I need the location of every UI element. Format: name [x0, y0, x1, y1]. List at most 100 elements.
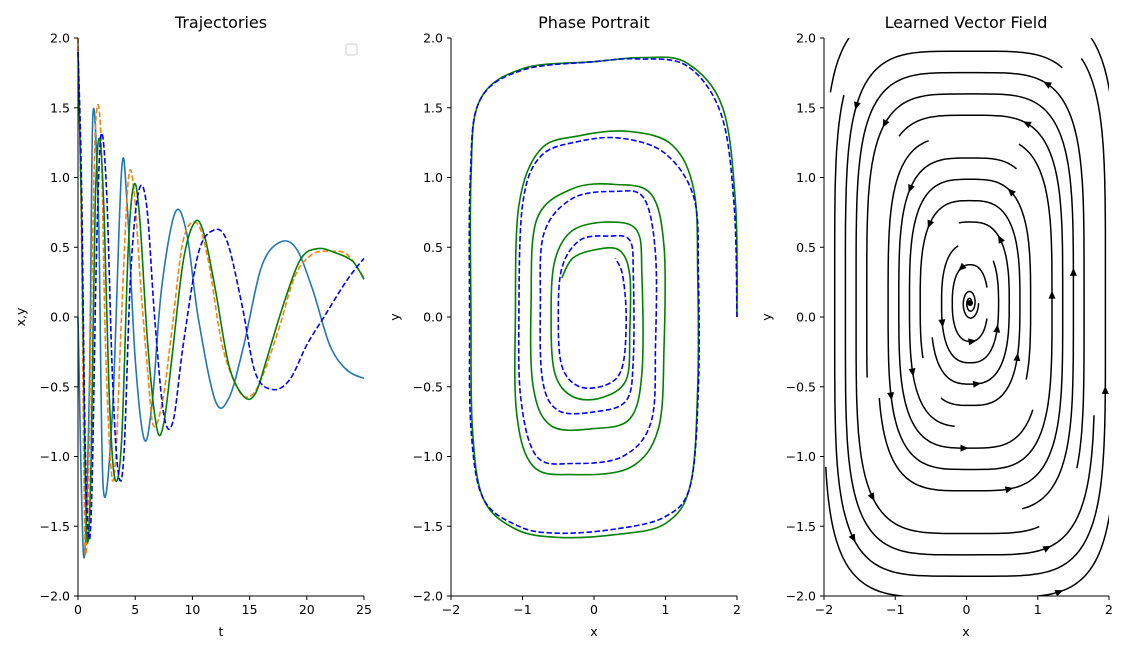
trajectories-y-tick-label: 1.5: [50, 100, 70, 115]
stream-arrow: [968, 338, 977, 346]
trajectories-x-tick-label: 20: [299, 602, 315, 617]
phase-portrait-y-tick-label: 1.5: [423, 100, 443, 115]
phase-portrait-x-tick-label: 1: [662, 602, 670, 617]
phase-portrait-series-1: [468, 57, 738, 535]
vector-field-title: Learned Vector Field: [885, 13, 1048, 32]
streamline: [878, 114, 1064, 492]
stream-arrow: [1054, 589, 1064, 596]
vector-field-x-tick-label: 1: [1034, 602, 1042, 617]
stream-arrow: [938, 319, 946, 328]
streamline: [940, 245, 1000, 364]
vector-field-y-tick-label: −2.0: [786, 589, 816, 604]
stream-arrow: [1013, 352, 1021, 362]
trajectories-series-1: [77, 37, 365, 557]
center-spiral: [962, 290, 980, 319]
stream-arrow: [972, 380, 982, 388]
phase-portrait-x-tick-label: 2: [733, 602, 741, 617]
phase-portrait-y-tick-label: 1.0: [423, 170, 443, 185]
trajectories-x-label: t: [219, 624, 224, 639]
stream-arrow: [1023, 121, 1032, 129]
phase-portrait-x-tick-label: 0: [590, 602, 598, 617]
trajectories-series-3: [77, 51, 365, 541]
phase-portrait-y-tick-label: −0.5: [413, 379, 443, 394]
stream-arrow: [993, 324, 1001, 333]
stream-arrow: [887, 392, 895, 401]
trajectories-title: Trajectories: [174, 13, 267, 32]
phase-portrait-y-tick-label: −2.0: [413, 589, 443, 604]
stream-arrow: [853, 101, 861, 110]
stream-arrow: [1042, 545, 1052, 553]
stream-arrow: [960, 444, 969, 452]
phase-portrait-plot-area: −2 −1 0 1 2 −2.0 −1.5 −1.0 −0.5 0.0 0.5 1.0 1.5 2.0: [413, 31, 741, 618]
trajectories-y-tick-label: 2.0: [50, 31, 70, 46]
stream-arrow: [848, 533, 856, 543]
phase-portrait-y-tick-label: 0.0: [423, 310, 443, 325]
stream-arrow: [867, 492, 875, 502]
phase-portrait-y-tick-label: −1.5: [413, 519, 443, 534]
vector-field-x-tick-label: 0: [963, 602, 971, 617]
trajectories-x-tick-label: 10: [184, 602, 200, 617]
trajectories-x-tick-label: 5: [131, 602, 139, 617]
phase-portrait-y-tick-label: 2.0: [423, 31, 443, 46]
phase-portrait-series-0: [469, 56, 738, 539]
phase-portrait-x-label: x: [590, 624, 597, 639]
streamline: [908, 178, 1032, 428]
streamline: [951, 263, 988, 343]
stream-arrow: [882, 118, 890, 128]
phase-portrait-y-label: y: [387, 313, 402, 321]
vector-field-y-tick-label: 2.0: [796, 31, 816, 46]
trajectories-y-tick-label: 0.5: [50, 240, 70, 255]
vector-field-y-tick-label: 1.5: [796, 100, 816, 115]
stream-arrow: [1004, 486, 1014, 494]
vector-field-y-tick-label: −1.5: [786, 519, 816, 534]
phase-portrait-title: Phase Portrait: [538, 13, 650, 32]
trajectories-x-tick-label: 0: [74, 602, 82, 617]
vector-field-x-label: x: [962, 624, 969, 639]
empty-legend-box: [345, 43, 358, 56]
trajectories-y-tick-label: 0.0: [50, 310, 70, 325]
trajectories-y-tick-label: −2.0: [40, 589, 70, 604]
streamline: [825, 38, 1109, 596]
phase-portrait-x-tick-label: −2: [442, 602, 460, 617]
phase-portrait-x-tick-label: −1: [513, 602, 531, 617]
stream-arrow: [1069, 267, 1077, 276]
trajectories-y-tick-label: 1.0: [50, 170, 70, 185]
vector-field-y-tick-label: −1.0: [786, 449, 816, 464]
stream-arrow: [1043, 81, 1053, 89]
stream-arrow: [908, 184, 915, 193]
streamline: [866, 93, 1075, 510]
stream-arrow: [958, 262, 967, 271]
streamline: [919, 199, 1021, 407]
streamline: [931, 221, 1010, 385]
vector-field-plot-area: −2 −1 0 1 2 −2.0 −1.5 −1.0 −0.5 0.0 0.5 1.0 1.5 2.0: [786, 5, 1113, 618]
trajectories-panel: 0 5 10 15 20 25 −2.0 −1.5 −1.0 −0.5 0.0 0.5 1.0 1.5 2.…: [13, 13, 372, 639]
phase-portrait-panel: −2 −1 0 1 2 −2.0 −1.5 −1.0 −0.5 0.0 0.5 1.0 1.5 2.0 P…: [387, 13, 741, 639]
fixed-point: [967, 300, 974, 307]
vector-field-x-tick-label: −1: [886, 602, 904, 617]
stream-arrow: [1007, 188, 1016, 197]
streamline: [887, 139, 1053, 471]
vector-field-y-tick-label: −0.5: [786, 379, 816, 394]
streamline: [898, 157, 1034, 449]
trajectories-y-label: x,y: [13, 307, 28, 326]
trajectories-x-tick-label: 15: [242, 602, 258, 617]
trajectories-y-tick-label: −1.5: [40, 519, 70, 534]
trajectories-plot-area: 0 5 10 15 20 25 −2.0 −1.5 −1.0 −0.5 0.0 0.5 1.0 1.5 2.…: [40, 31, 372, 618]
streamlines: [825, 5, 1109, 596]
trajectories-x-tick-label: 25: [356, 602, 372, 617]
vector-field-x-tick-label: −2: [815, 602, 833, 617]
vector-field-y-tick-label: 0.0: [796, 310, 816, 325]
vector-field-y-tick-label: 1.0: [796, 170, 816, 185]
vector-field-panel: −2 −1 0 1 2 −2.0 −1.5 −1.0 −0.5 0.0 0.5 1.0 1.5 2.0 L…: [759, 5, 1113, 639]
streamline: [844, 50, 1095, 556]
phase-portrait-y-tick-label: 0.5: [423, 240, 443, 255]
vector-field-y-tick-label: 0.5: [796, 240, 816, 255]
stream-arrow: [1008, 5, 1016, 12]
vector-field-y-label: y: [759, 313, 774, 321]
trajectories-y-tick-label: −1.0: [40, 449, 70, 464]
trajectories-series-2: [77, 51, 365, 544]
vector-field-x-tick-label: 2: [1105, 602, 1113, 617]
trajectories-series-0: [77, 107, 365, 559]
stream-arrow: [927, 219, 935, 229]
